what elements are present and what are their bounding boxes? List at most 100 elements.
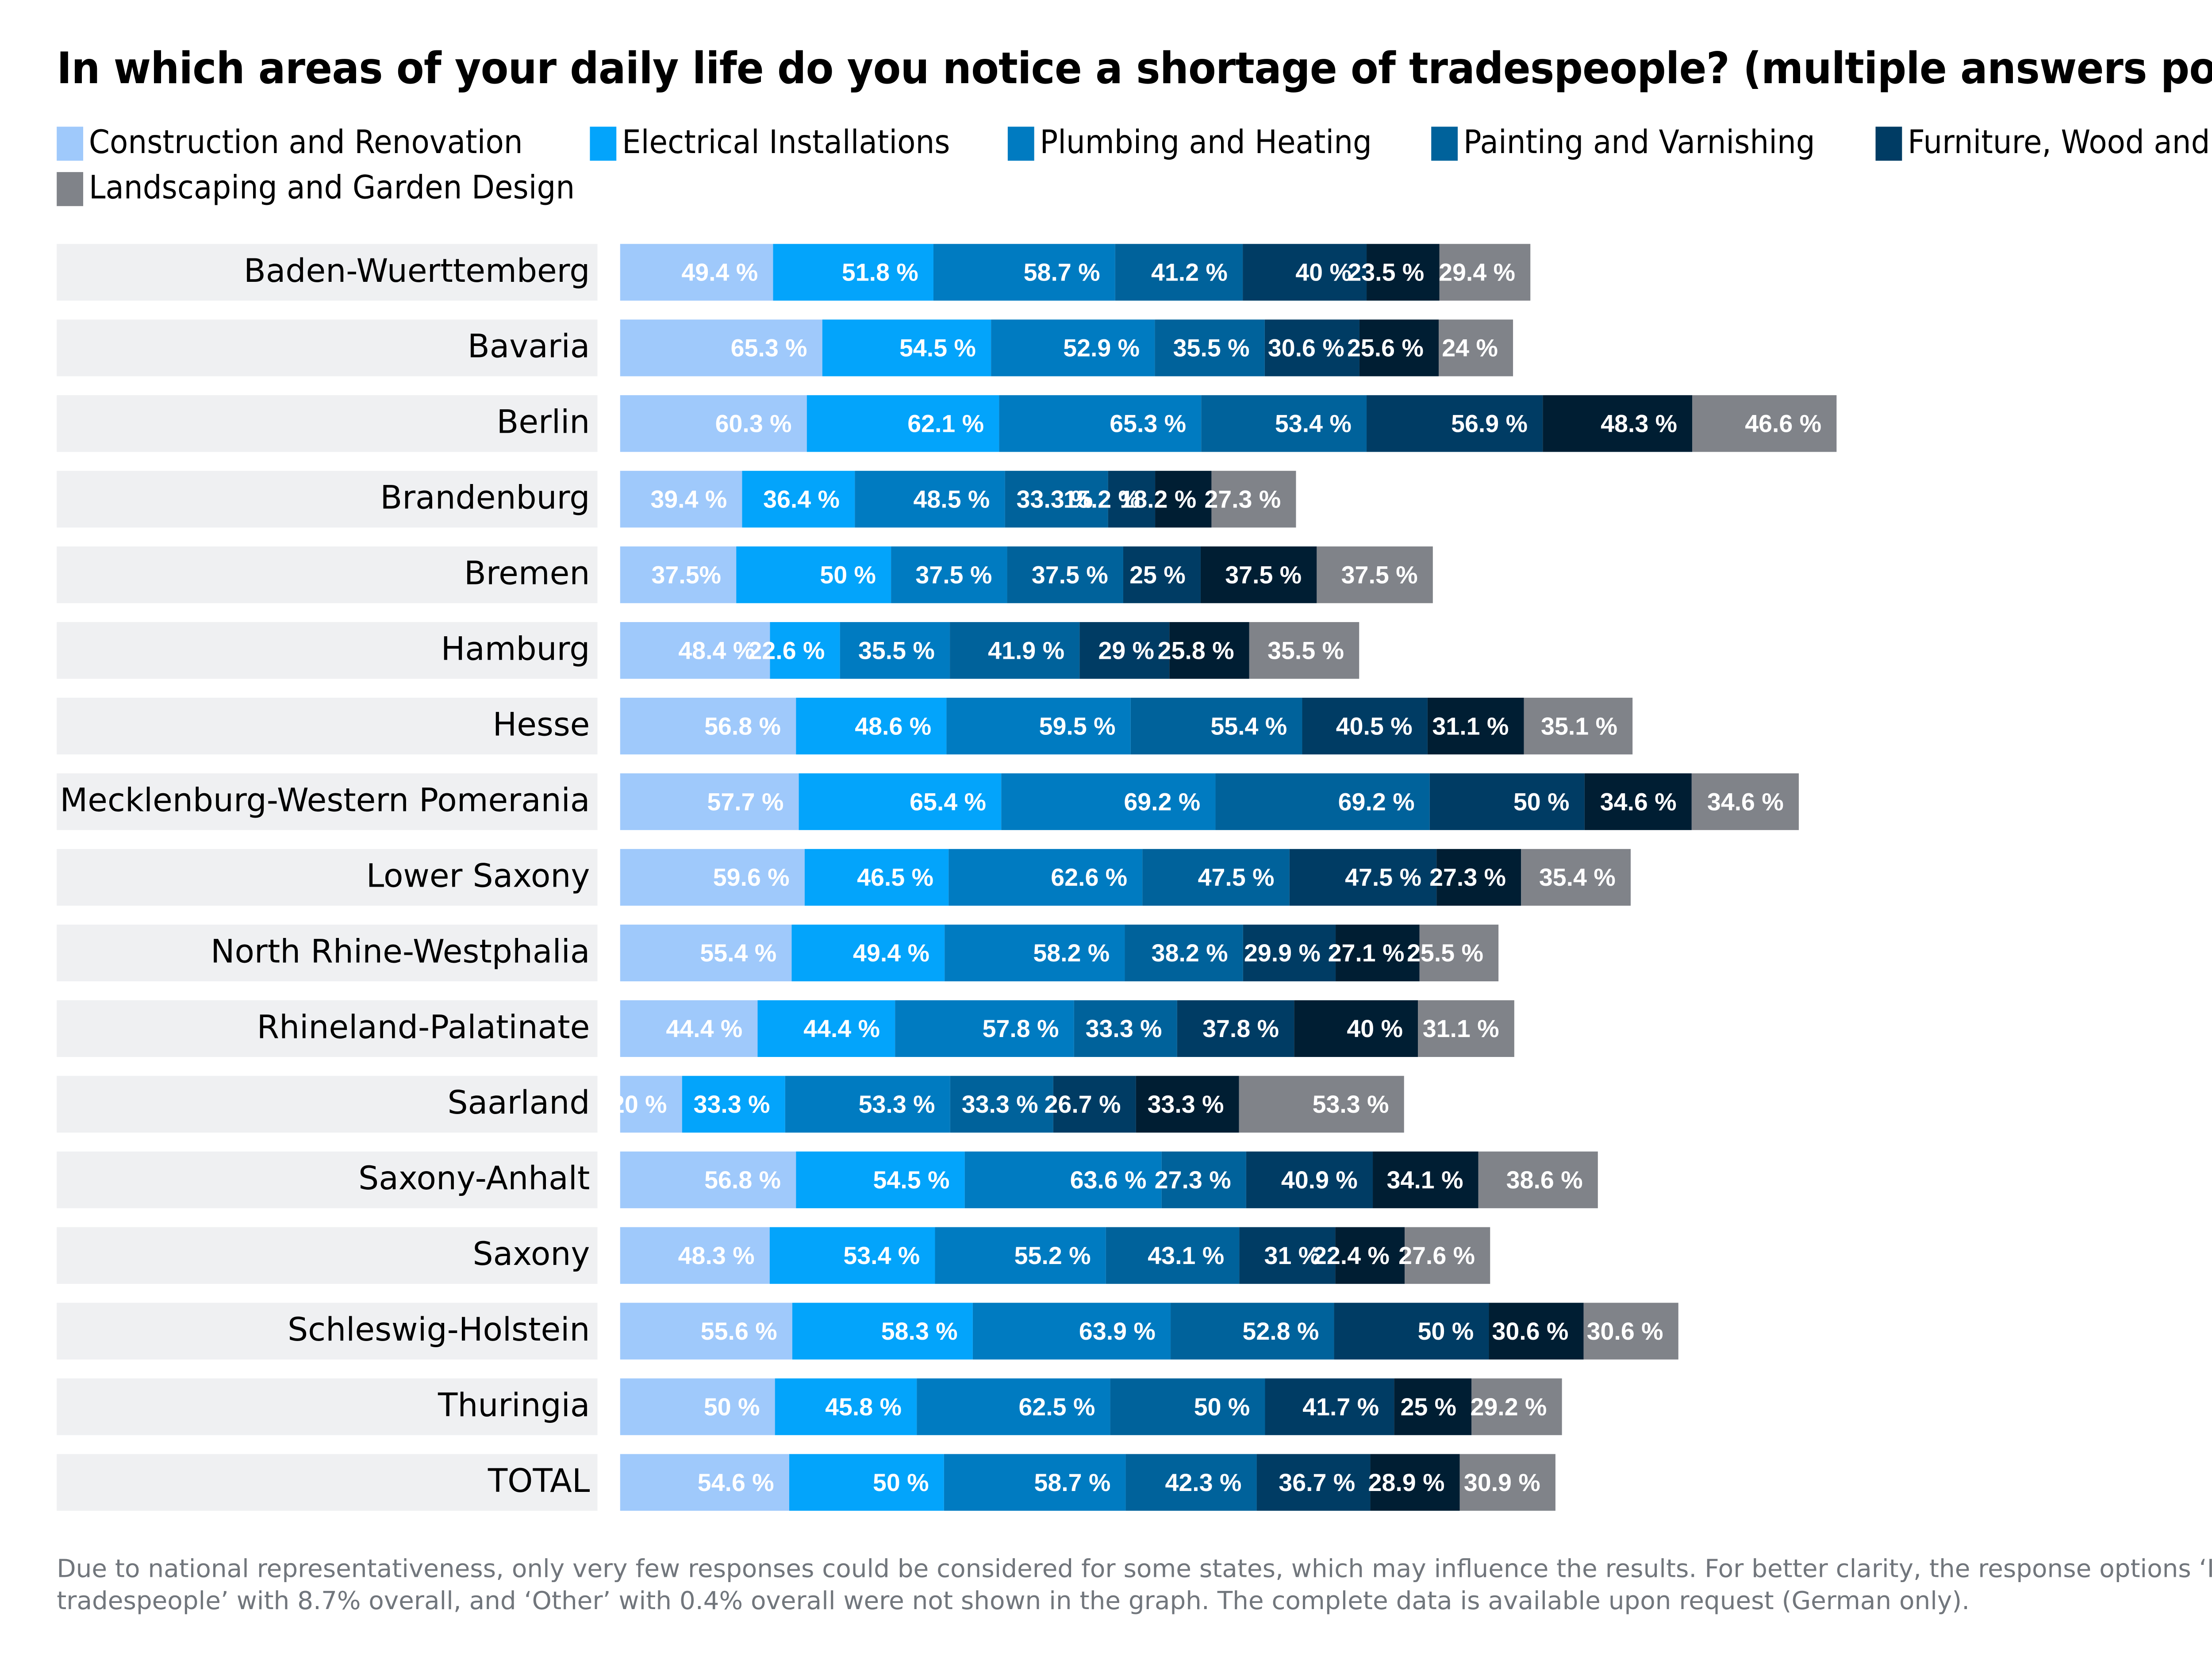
bar-segment [1115,244,1243,301]
data-label: 52.9 % [1063,334,1140,362]
bar-segment [999,395,1202,452]
data-label: 25 % [1400,1393,1456,1421]
data-label: 37.5 % [1032,561,1108,588]
data-label: 47.5 % [1198,864,1275,891]
data-label: 53.4 % [843,1242,920,1269]
data-label: 55.4 % [1210,712,1287,740]
row-label-background: Saxony-Anhalt [57,1151,598,1208]
bar-segment [1161,1151,1246,1208]
row-label-background: Saxony [57,1227,598,1284]
data-label: 41.9 % [988,637,1064,664]
bar-segment [917,1378,1110,1435]
data-label: 27.1 % [1328,939,1405,967]
data-label: 50 % [1418,1318,1474,1345]
data-label: 34.6 % [1707,788,1784,815]
data-label: 29 % [1098,637,1154,664]
bar-segment [1489,1303,1584,1360]
data-label: 53.4 % [1275,410,1352,438]
bar-segment [840,622,950,679]
legend-item: Painting and Varnishing [1431,125,1842,163]
legend-swatch [1431,127,1458,161]
data-label: 41.2 % [1151,259,1228,286]
data-label: 54.5 % [873,1166,950,1194]
data-label: 63.9 % [1079,1318,1156,1345]
bar-segment [791,924,945,982]
data-label: 22.6 % [749,637,825,664]
data-label: 30.9 % [1464,1469,1540,1496]
data-label: 37.5 % [915,561,992,588]
bar-segment [620,471,742,528]
data-label: 44.4 % [666,1015,742,1042]
data-label: 47.5 % [1345,864,1421,891]
bar-segment [1367,244,1440,301]
bar-segment [1543,395,1693,452]
category-label: Mecklenburg-Western Pomerania [60,783,590,821]
data-label: 50 % [1513,788,1570,815]
data-label: 24 % [1442,334,1498,362]
bar-segment [799,773,1002,830]
data-label: 63.6 % [1070,1166,1147,1194]
bar-segment [1436,849,1521,906]
bar-segment [1246,1151,1373,1208]
bar-segment [620,849,805,906]
bar-segment [1394,1378,1472,1435]
bar-segment [933,244,1115,301]
bar-segment [1583,1303,1678,1360]
bar-segment [1211,471,1296,528]
data-label: 25.6 % [1347,334,1424,362]
data-label: 37.5% [652,561,722,588]
category-label: TOTAL [488,1463,590,1502]
data-label: 30.6 % [1268,334,1344,362]
data-label: 31.1 % [1432,712,1509,740]
legend-item: Furniture, Wood and Metal Work [1875,125,2212,163]
data-label: 50 % [820,561,876,588]
bar-segment [1169,622,1249,679]
legend-swatch [57,172,84,206]
data-label: 54.5 % [899,334,976,362]
bar-segment [1123,546,1201,603]
bar-segment [736,546,891,603]
category-label: Hamburg [441,631,590,669]
data-label: 33.3 % [694,1091,770,1118]
bar-segment [1256,1454,1371,1511]
data-label: 42.3 % [1165,1469,1241,1496]
bar-segment [620,395,807,452]
bar-segment [1334,1303,1489,1360]
category-label: Brandenburg [380,480,590,518]
data-label: 22.4 % [1313,1242,1390,1269]
bar-segment [891,546,1007,603]
bar-segment [1171,1303,1334,1360]
data-label: 36.4 % [763,485,840,513]
row-label-background: TOTAL [57,1454,598,1511]
bar-segment [991,319,1155,377]
bar-segment [620,1454,789,1511]
row-label-background: Hesse [57,697,598,755]
bar-segment [946,697,1131,755]
data-label: 44.4 % [803,1015,880,1042]
bar-segment [682,1076,785,1133]
row-label-background: Schleswig-Holstein [57,1303,598,1360]
bar-segment [770,622,840,679]
data-label: 38.6 % [1506,1166,1583,1194]
data-label: 62.5 % [1018,1393,1095,1421]
data-label: 69.2 % [1124,788,1200,815]
bar-segment [1239,1076,1404,1133]
category-label: Thuringia [438,1387,590,1426]
row-label-background: Bremen [57,546,598,603]
bar-segment [1155,319,1265,377]
data-label: 35.5 % [858,637,935,664]
bar-segment [1419,924,1499,982]
data-label: 48.4 % [678,637,755,664]
category-label: Bavaria [467,329,590,367]
data-label: 48.6 % [855,712,931,740]
row-label-background: Baden-Wuerttemberg [57,244,598,301]
data-label: 55.2 % [1014,1242,1091,1269]
data-label: 35.5 % [1267,637,1344,664]
category-label: Hesse [492,707,590,745]
data-label: 65.3 % [731,334,807,362]
bar-segment [757,1000,895,1057]
bar-segment [1294,1000,1418,1057]
data-label: 50 % [1194,1393,1250,1421]
bar-segment [775,1378,917,1435]
data-label: 15.2 % [1064,485,1140,513]
